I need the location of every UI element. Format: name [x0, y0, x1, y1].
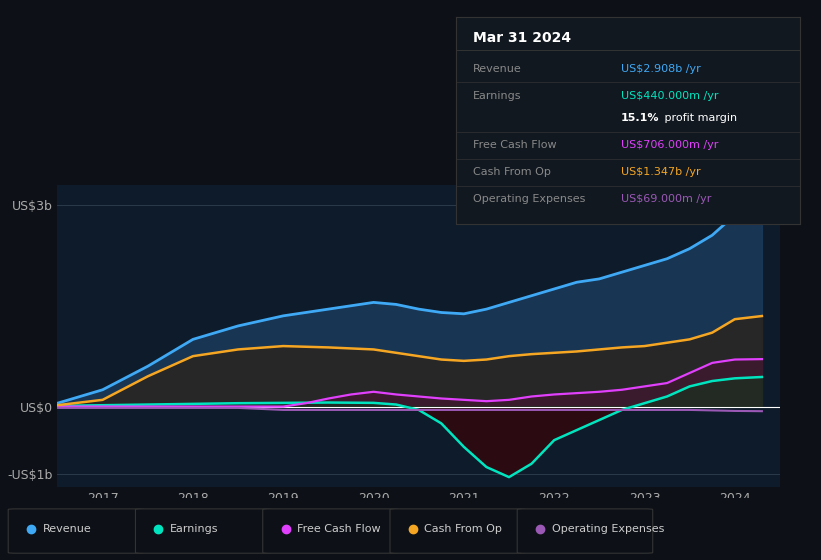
Text: Free Cash Flow: Free Cash Flow	[473, 140, 557, 150]
Text: profit margin: profit margin	[661, 113, 737, 123]
Text: Cash From Op: Cash From Op	[424, 524, 502, 534]
Text: 15.1%: 15.1%	[621, 113, 659, 123]
Text: Cash From Op: Cash From Op	[473, 167, 551, 177]
Text: Operating Expenses: Operating Expenses	[552, 524, 664, 534]
Text: US$706.000m /yr: US$706.000m /yr	[621, 140, 718, 150]
Text: Revenue: Revenue	[43, 524, 91, 534]
Text: Earnings: Earnings	[170, 524, 218, 534]
Text: Free Cash Flow: Free Cash Flow	[297, 524, 381, 534]
Text: US$440.000m /yr: US$440.000m /yr	[621, 91, 718, 101]
Text: Operating Expenses: Operating Expenses	[473, 194, 585, 204]
Text: US$2.908b /yr: US$2.908b /yr	[621, 64, 701, 73]
FancyBboxPatch shape	[517, 509, 653, 553]
FancyBboxPatch shape	[135, 509, 271, 553]
FancyBboxPatch shape	[8, 509, 144, 553]
Text: US$1.347b /yr: US$1.347b /yr	[621, 167, 701, 177]
Text: Mar 31 2024: Mar 31 2024	[473, 31, 571, 45]
Text: Revenue: Revenue	[473, 64, 521, 73]
Text: Earnings: Earnings	[473, 91, 521, 101]
FancyBboxPatch shape	[263, 509, 398, 553]
Text: US$69.000m /yr: US$69.000m /yr	[621, 194, 712, 204]
FancyBboxPatch shape	[390, 509, 525, 553]
